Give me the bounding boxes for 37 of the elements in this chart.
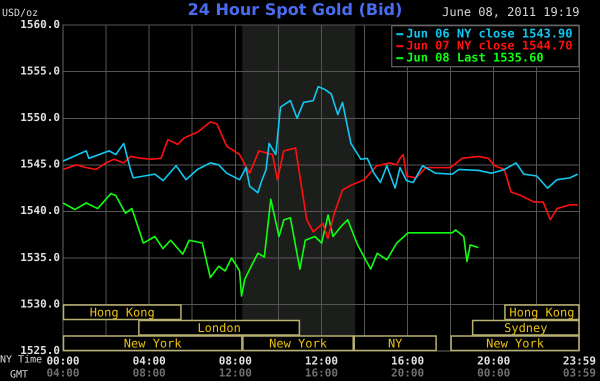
band-label: Hong Kong: [90, 305, 155, 320]
y-tick-label: 1535.0: [20, 250, 60, 264]
band-label: NY: [388, 336, 404, 350]
x2-axis-title: GMT: [10, 370, 28, 381]
x2-tick-label: 12:00: [218, 366, 252, 380]
band-label: New York: [124, 336, 182, 350]
legend-label: Jun 08 Last 1535.60: [406, 50, 544, 64]
band-label: New York: [269, 336, 328, 350]
x-tick-label: 16:00: [390, 354, 424, 368]
y-tick-label: 1550.0: [20, 111, 60, 124]
x-tick-label: 00:00: [46, 354, 80, 368]
y-axis-title: USD/oz: [2, 8, 38, 19]
legend-label: Jun 07 NY close 1544.70: [406, 38, 572, 52]
y-tick-label: 1545.0: [20, 158, 60, 171]
x2-tick-label: 16:00: [304, 366, 338, 380]
y-tick-label: 1540.0: [20, 204, 60, 218]
legend-label: Jun 06 NY close 1543.90: [406, 26, 572, 40]
x-tick-label: 23:59: [562, 354, 596, 368]
band-label: Hong Kong: [509, 305, 574, 320]
x2-tick-label: 04:00: [46, 366, 80, 380]
text: June 08, 2011 19:19: [442, 5, 580, 20]
y-tick-label: 1560.0: [20, 18, 60, 32]
x2-tick-label: 03:59: [562, 366, 596, 380]
y-tick-label: 1530.0: [20, 297, 60, 310]
band-label: Sydney: [504, 320, 548, 335]
x-axis-title: NY Time: [0, 354, 42, 366]
x2-tick-label: 08:00: [132, 366, 166, 380]
x2-tick-label: 20:00: [390, 366, 424, 380]
band-label: London: [197, 320, 241, 335]
x-tick-label: 12:00: [304, 354, 338, 368]
band-label: New York: [486, 336, 545, 350]
x2-tick-label: 00:00: [477, 366, 510, 380]
chart-title: 24 Hour Spot Gold (Bid): [188, 0, 402, 19]
x-tick-label: 20:00: [477, 354, 510, 368]
y-tick-label: 1555.0: [20, 64, 60, 78]
x-tick-label: 04:00: [132, 354, 166, 368]
x-tick-label: 08:00: [218, 354, 252, 368]
